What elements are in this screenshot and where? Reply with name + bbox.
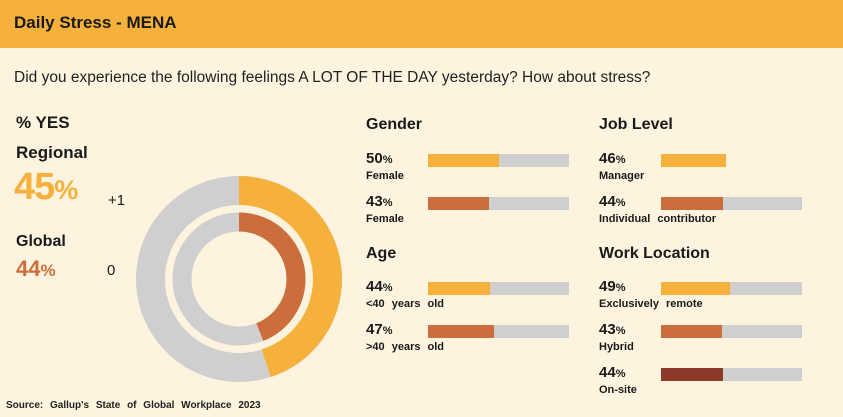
donut-global-arc [172,212,306,346]
stress-donut-chart [136,176,342,382]
age-category-label: >40 years old [366,341,445,353]
work-location-bar [661,282,731,295]
regional-number: 45 [14,166,55,208]
job-level-bar-track [661,197,802,210]
global-value: 44% [16,256,56,281]
age-bar-track [428,282,569,295]
work-location-value-label: 43% [599,321,626,338]
gender-value-label: 43% [366,193,393,210]
age-bar [428,282,491,295]
work-location-bar-track [661,368,802,381]
age-title: Age [366,245,397,262]
work-location-value-label: 44% [599,364,626,381]
job-level-value-label: 46% [599,150,626,167]
global-change: 0 [107,262,116,279]
gender-title: Gender [366,116,423,133]
job-level-category-label: Manager [599,170,645,182]
work-location-bar [661,368,724,381]
page-title: Daily Stress - MENA [14,13,177,32]
age-bar-track [428,325,569,338]
work-location-value-label: 49% [599,278,626,295]
gender-bar-track [428,197,569,210]
work-location-title: Work Location [599,245,710,262]
work-location-bar-track [661,282,802,295]
job-level-value-label: 44% [599,193,626,210]
work-location-bar-track [661,325,802,338]
job-level-bar [661,154,726,167]
work-location-category-label: Exclusively remote [599,298,703,310]
age-value-label: 44% [366,278,393,295]
job-level-category-label: Individual contributor [599,213,717,225]
work-location-category-label: Hybrid [599,341,634,353]
header-bar: Daily Stress - MENA [0,0,843,48]
job-level-title: Job Level [599,116,673,133]
survey-question: Did you experience the following feeling… [14,69,651,86]
work-location-bar [661,325,722,338]
donut-separator [165,205,313,353]
age-value-label: 47% [366,321,393,338]
age-category-label: <40 years old [366,298,445,310]
global-number: 44 [16,256,41,281]
regional-label: Regional [16,143,88,162]
age-bar [428,325,495,338]
source-note: Source: Gallup's State of Global Workpla… [6,400,261,411]
yes-label: % YES [16,113,70,132]
job-level-bar-track [661,154,802,167]
donut-regional-arc [136,176,342,382]
gender-value-label: 50% [366,150,393,167]
gender-category-label: Female [366,213,404,225]
gender-bar [428,197,489,210]
regional-value: 45% [14,166,78,208]
gender-bar [428,154,499,167]
regional-change: +1 [108,192,126,209]
gender-bar-track [428,154,569,167]
gender-category-label: Female [366,170,404,182]
global-label: Global [16,233,66,250]
work-location-category-label: On-site [599,384,637,396]
job-level-bar [661,197,724,210]
